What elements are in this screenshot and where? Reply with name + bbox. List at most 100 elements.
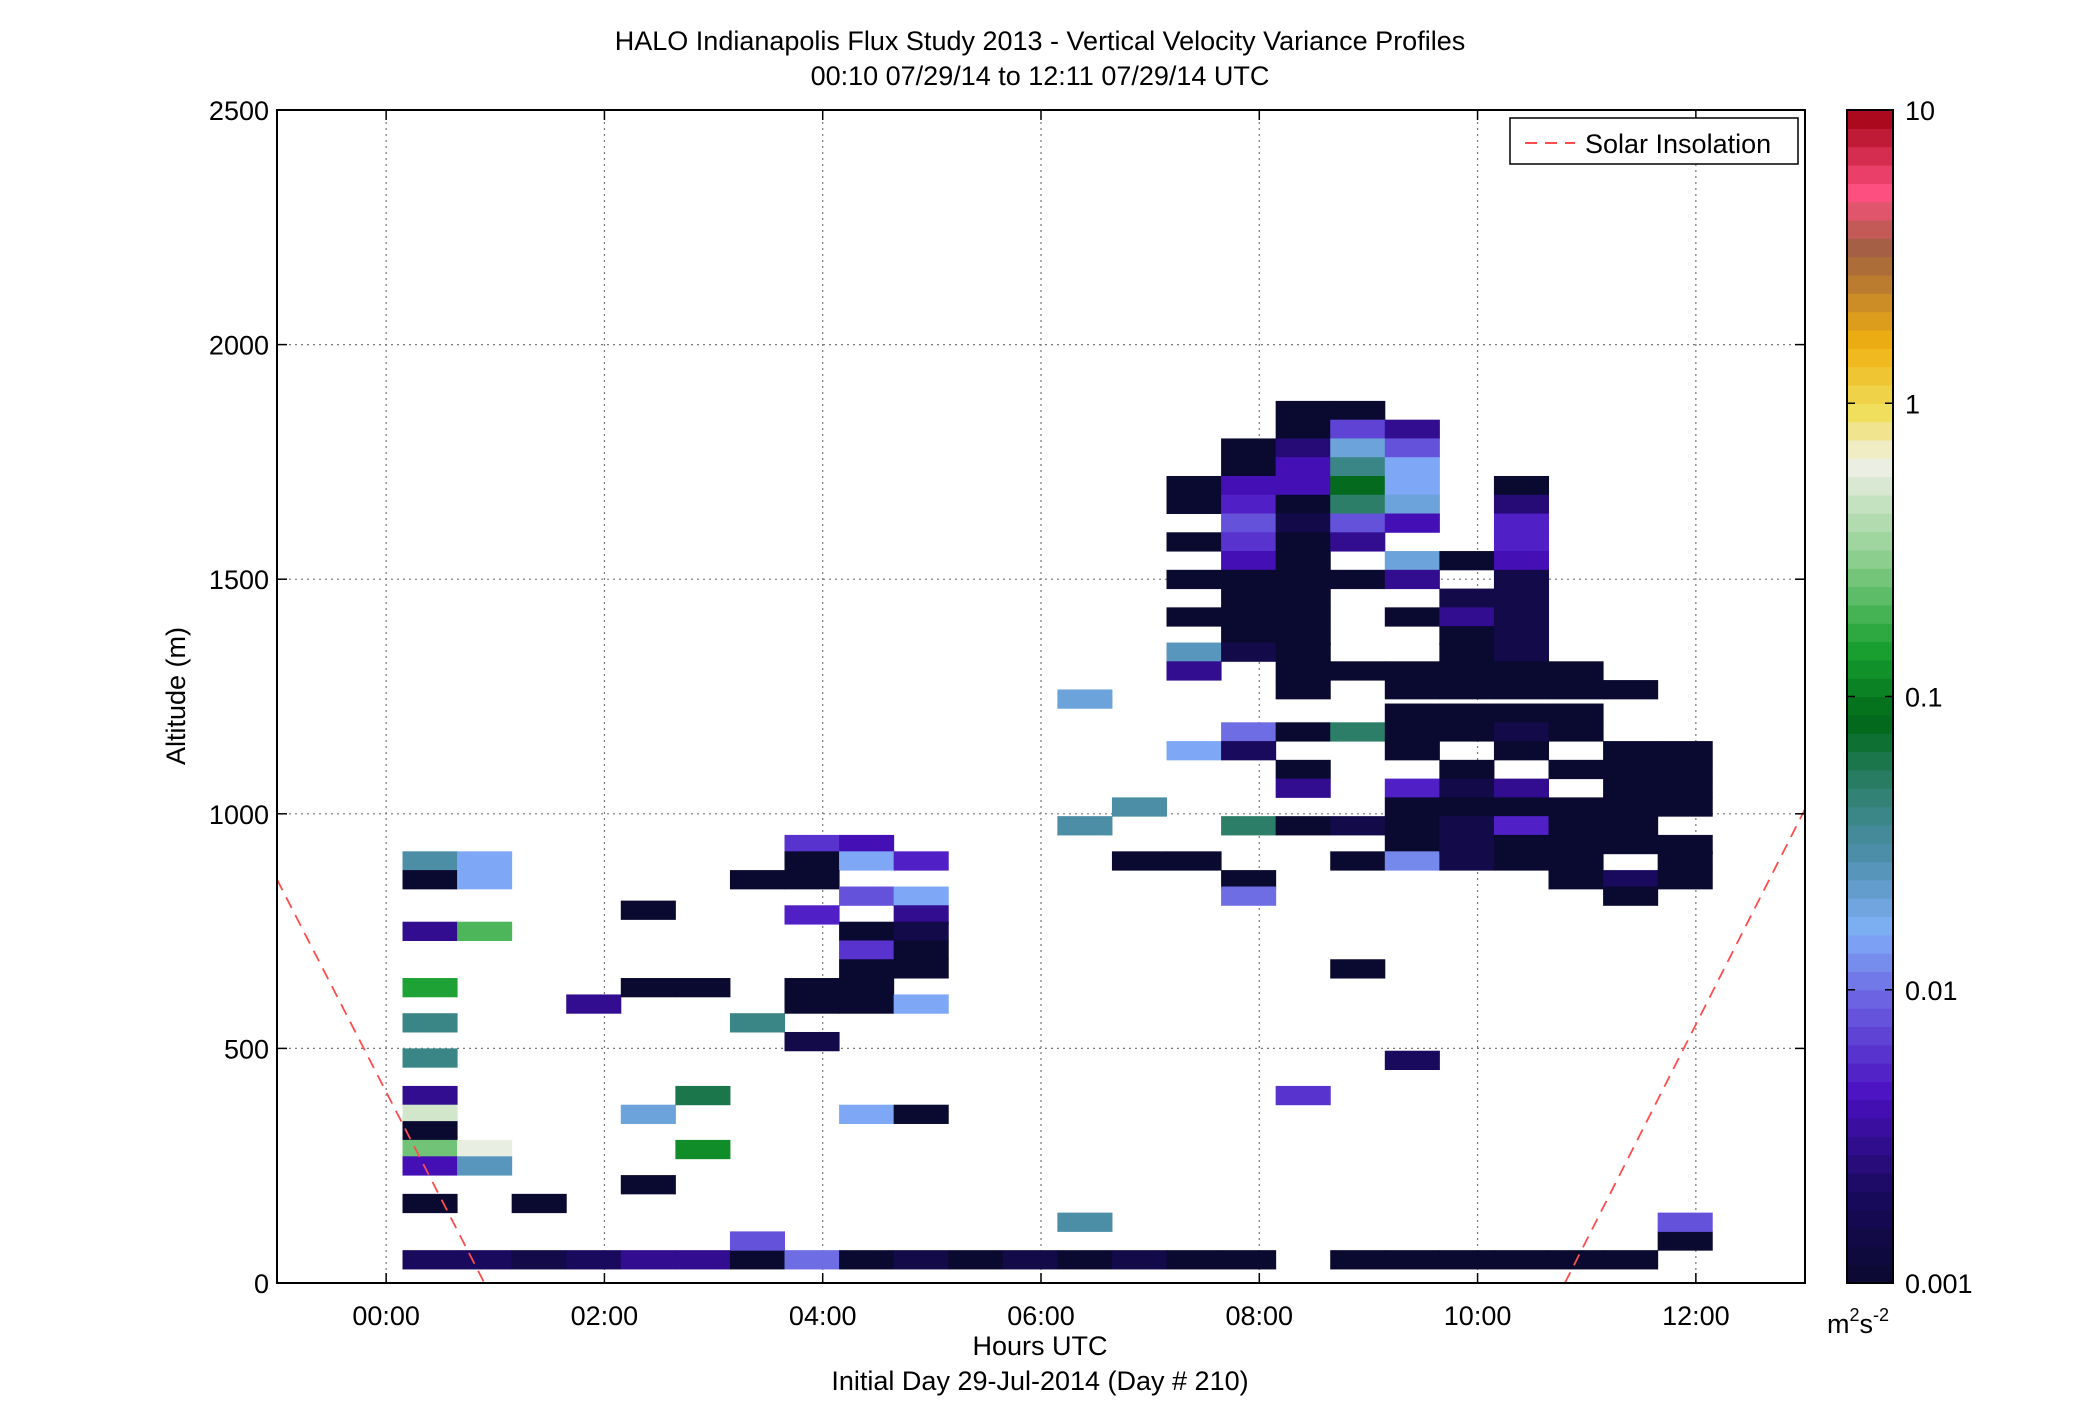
- heatmap-cell: [893, 921, 949, 941]
- chart-title: HALO Indianapolis Flux Study 2013 - Vert…: [615, 26, 1465, 56]
- heatmap-cell: [1221, 626, 1277, 646]
- heatmap-cell: [511, 1250, 567, 1270]
- heatmap-cell: [402, 1085, 458, 1106]
- heatmap-cell: [948, 1250, 1004, 1270]
- heatmap-cell: [620, 978, 676, 998]
- heatmap-cell: [729, 1013, 786, 1033]
- colorbar-segment: [1847, 458, 1893, 478]
- x-axis-ticks: 00:00 02:00 04:00 06:00 08:00 10:00 12:00: [352, 110, 1730, 1331]
- heatmap-cell: [1439, 626, 1495, 646]
- heatmap-cell: [1493, 661, 1550, 681]
- heatmap-cell: [1330, 851, 1386, 871]
- colorbar-segment: [1847, 293, 1893, 313]
- heatmap-cell: [1330, 494, 1386, 515]
- heatmap-cell: [1493, 532, 1550, 552]
- heatmap-cell: [1221, 816, 1277, 836]
- colorbar-units: m2s-2: [1827, 1305, 1889, 1339]
- heatmap-cell: [1657, 870, 1713, 890]
- colorbar-segment: [1847, 1063, 1893, 1082]
- colorbar-ticks: 0.001 0.01 0.1 1 10: [1847, 96, 1973, 1299]
- heatmap-cell: [1166, 569, 1222, 590]
- heatmap-cell: [784, 1250, 840, 1270]
- x-axis-label: Hours UTC: [972, 1331, 1107, 1361]
- heatmap-cell: [620, 1175, 676, 1195]
- heatmap-cell: [1275, 642, 1331, 662]
- heatmap-cell: [1603, 834, 1659, 855]
- heatmap-cell: [1221, 722, 1277, 742]
- heatmap-cell: [1275, 759, 1331, 780]
- heatmap-cell: [1657, 834, 1713, 855]
- heatmap-cell: [1548, 797, 1604, 817]
- heatmap-cell: [620, 900, 676, 920]
- heatmap-cell: [1439, 797, 1495, 817]
- colorbar-tick-label: 0.1: [1905, 683, 1943, 713]
- heatmap-cell: [1493, 778, 1550, 798]
- heatmap-cell: [1275, 513, 1331, 533]
- heatmap-cell: [1603, 778, 1659, 798]
- colorbar-segment: [1847, 384, 1893, 404]
- colorbar-segment: [1847, 183, 1893, 203]
- heatmap-cell: [1330, 457, 1386, 477]
- y-tick-label: 2000: [209, 331, 269, 361]
- heatmap-cell: [1330, 419, 1386, 439]
- legend: Solar Insolation: [1509, 117, 1799, 165]
- heatmap-cell: [1221, 494, 1277, 515]
- heatmap-cell: [1384, 661, 1440, 681]
- heatmap-cell: [784, 851, 840, 871]
- heatmap-cell: [1275, 419, 1331, 439]
- heatmap-cell: [1166, 851, 1222, 871]
- heatmap-cell: [1493, 494, 1550, 515]
- heatmap-cell: [1330, 816, 1386, 836]
- heatmap-cell: [620, 1104, 676, 1124]
- colorbar-segment: [1847, 843, 1893, 863]
- heatmap-cell: [1439, 680, 1495, 700]
- heatmap-cell: [1275, 1085, 1331, 1106]
- x-tick-label: 12:00: [1662, 1301, 1730, 1331]
- heatmap-cell: [1330, 400, 1386, 421]
- colorbar-tick-label: 0.001: [1905, 1269, 1973, 1299]
- heatmap-cell: [839, 940, 895, 960]
- heatmap-cell: [1330, 661, 1386, 681]
- heatmap-cell: [566, 1250, 622, 1270]
- heatmap-cell: [1384, 551, 1440, 571]
- heatmap-cell: [1111, 797, 1168, 817]
- heatmap-cell: [1548, 851, 1604, 871]
- colorbar-segment: [1847, 916, 1893, 936]
- colorbar-segment: [1847, 751, 1893, 771]
- heatmap-cell: [1166, 607, 1222, 627]
- colorbar-segment: [1847, 824, 1893, 844]
- heatmap-cell: [1548, 703, 1604, 723]
- colorbar-segment: [1847, 1264, 1893, 1284]
- heatmap-cell: [1384, 722, 1440, 742]
- heatmap-cell: [1384, 607, 1440, 627]
- heatmap-cell: [1111, 1250, 1168, 1270]
- heatmap-cell: [893, 1250, 949, 1270]
- heatmap-cell: [1493, 816, 1550, 836]
- colorbar-segment: [1847, 1118, 1893, 1137]
- heatmap-cell: [457, 851, 513, 871]
- heatmap-cell: [1657, 1212, 1713, 1232]
- heatmap-cell: [1221, 741, 1277, 761]
- legend-box: [1509, 117, 1799, 165]
- heatmap-cell: [893, 886, 949, 906]
- heatmap-cell: [1057, 1250, 1113, 1270]
- heatmap-cell: [1221, 438, 1277, 458]
- colorbar-segment: [1847, 348, 1893, 368]
- heatmap-cell: [893, 1104, 949, 1124]
- heatmap-cell: [1384, 438, 1440, 458]
- y-tick-label: 1500: [209, 565, 269, 595]
- colorbar-segment: [1847, 403, 1893, 423]
- heatmap-cell: [729, 1231, 786, 1251]
- heatmap-cell: [457, 870, 513, 890]
- colorbar-segment: [1847, 989, 1893, 1009]
- heatmap-cell: [1493, 588, 1550, 608]
- colorbar-segment: [1847, 879, 1893, 899]
- heatmap-cell: [1330, 513, 1386, 533]
- heatmap-cell: [457, 1250, 513, 1270]
- heatmap-cell: [893, 851, 949, 871]
- heatmap-cell: [1493, 851, 1550, 871]
- heatmap-cell: [1493, 551, 1550, 571]
- heatmap-cell: [1603, 759, 1659, 780]
- y-tick-label: 1000: [209, 800, 269, 830]
- heatmap-cell: [1603, 816, 1659, 836]
